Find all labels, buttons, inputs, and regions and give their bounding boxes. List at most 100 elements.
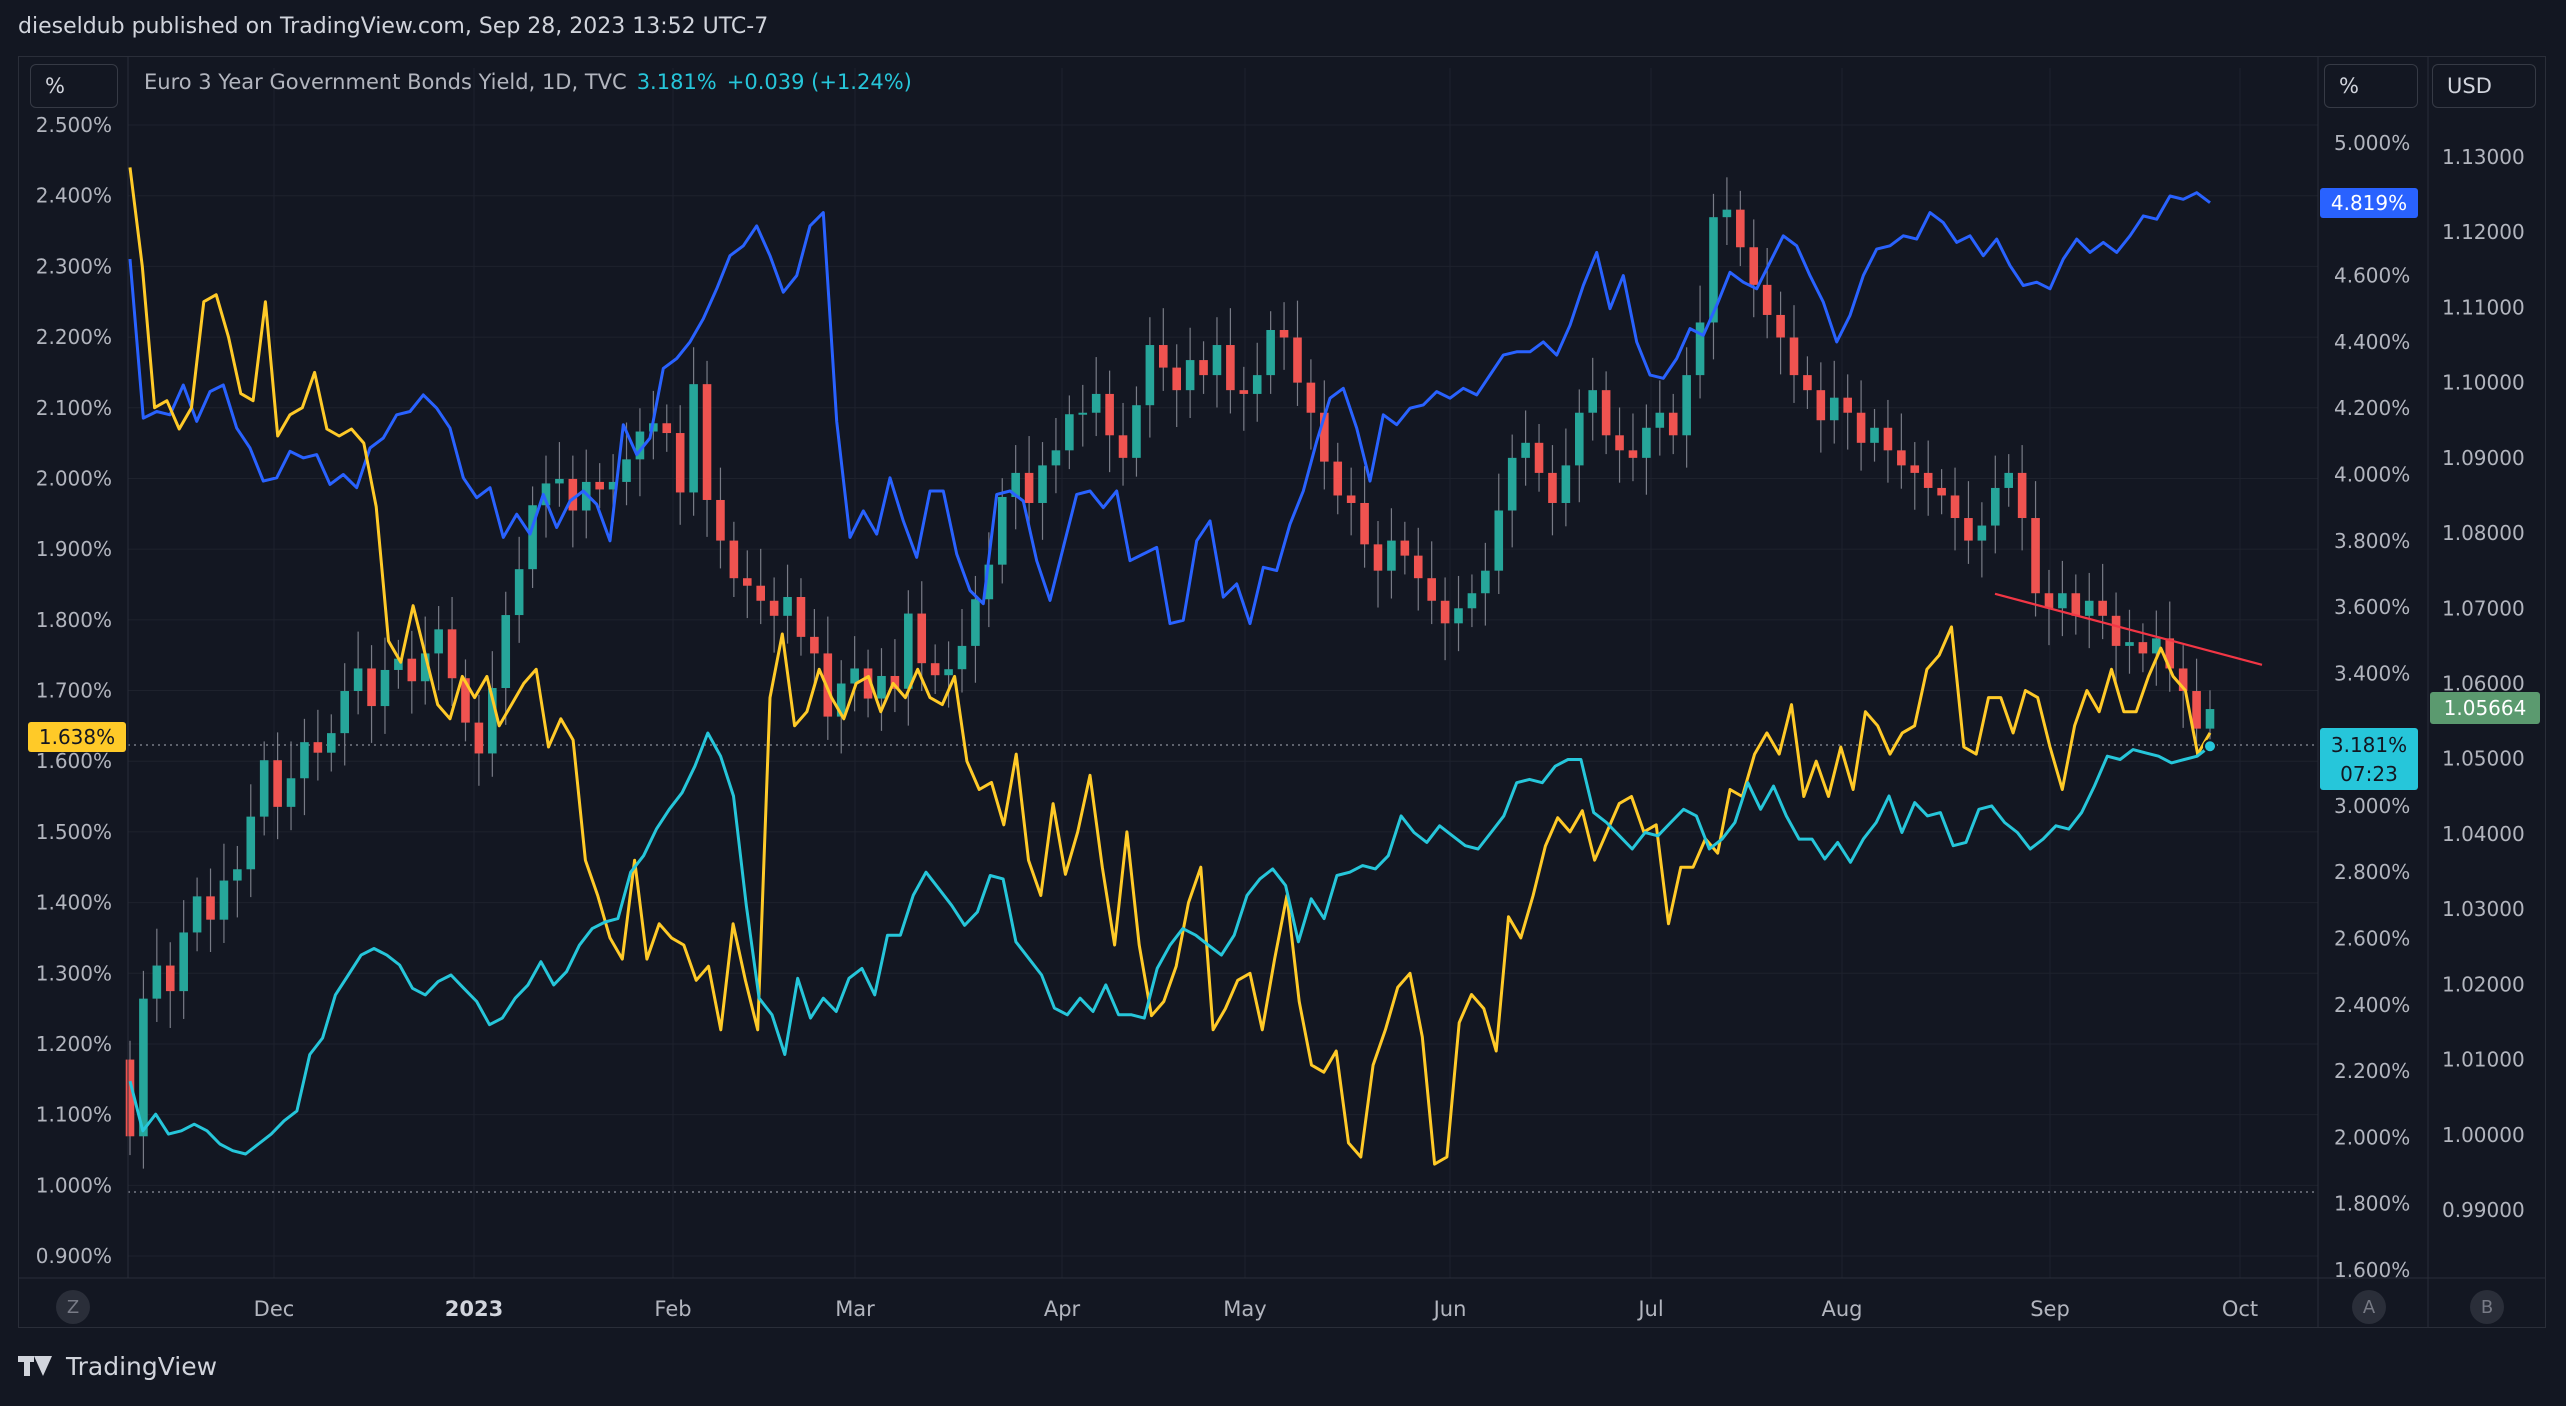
candle-body [1333, 461, 1343, 496]
left-tick-label: 2.500% [36, 113, 112, 137]
candle [1038, 442, 1047, 540]
candle [1937, 469, 1946, 515]
candle-body [1132, 405, 1141, 458]
candle-body [1279, 329, 1289, 338]
auto-scale-button[interactable]: A [2352, 1290, 2386, 1324]
left-tick-label: 1.100% [36, 1103, 112, 1127]
candle [1346, 467, 1356, 536]
candle [1829, 360, 1839, 444]
footer-brand[interactable]: TradingView [18, 1352, 217, 1381]
candle-body [1722, 209, 1732, 218]
candle-body [1481, 570, 1490, 594]
candle-body [1776, 314, 1785, 338]
candle [675, 405, 685, 525]
footer-brand-text: TradingView [66, 1352, 218, 1381]
candle [1306, 359, 1316, 450]
right-pct-tick-label: 4.200% [2334, 396, 2410, 420]
candle-body [568, 478, 578, 511]
candle [246, 784, 256, 898]
candle-body [957, 645, 967, 670]
candle [1494, 473, 1504, 594]
candle-body [259, 760, 269, 817]
candle-body [1212, 345, 1222, 376]
candle-body [635, 431, 645, 460]
candle-body [353, 668, 363, 692]
candle [1950, 467, 1960, 551]
candle-body [1829, 397, 1839, 421]
candle [353, 631, 363, 715]
candle-body [1749, 247, 1759, 285]
zoom-reset-button[interactable]: Z [56, 1290, 90, 1324]
candle-body [1601, 390, 1611, 436]
candle-body [890, 675, 900, 689]
cyan-price-tag [2320, 728, 2418, 790]
candle [1373, 521, 1383, 608]
candle-body [1682, 375, 1691, 436]
candle [1454, 575, 1463, 652]
candle-body [2004, 472, 2014, 488]
candle-body [1856, 412, 1866, 443]
candle-body [233, 869, 242, 881]
candle-body [1534, 442, 1544, 473]
right-usd-unit-button[interactable]: USD [2432, 64, 2536, 108]
chart-legend: Euro 3 Year Government Bonds Yield, 1D, … [144, 70, 912, 94]
candle-body [1078, 412, 1088, 415]
right-usd-tick-label: 1.04000 [2442, 822, 2525, 846]
cyan-price-tag-countdown: 07:23 [2340, 762, 2398, 786]
candle [488, 651, 497, 777]
candle-body [1440, 600, 1450, 624]
candle [1239, 366, 1249, 431]
candle [2058, 560, 2067, 637]
candle-body [2138, 642, 2148, 654]
candle-body [729, 540, 739, 579]
candle [836, 660, 846, 754]
x-tick-label: Feb [654, 1297, 691, 1321]
candle-body [434, 629, 443, 654]
candle [568, 455, 578, 548]
candle [1762, 248, 1772, 339]
left-price-tag [28, 722, 126, 752]
left-unit-button[interactable]: % [30, 64, 118, 108]
right-pct-tick-label: 4.000% [2334, 462, 2410, 486]
candle [1118, 402, 1128, 486]
right-usd-tick-label: 1.10000 [2442, 371, 2525, 395]
candle-body [1011, 472, 1020, 497]
candle-body [810, 636, 819, 654]
candle-body [1655, 412, 1665, 428]
candle [1574, 389, 1584, 503]
candle [259, 741, 269, 836]
candle-body [1118, 435, 1128, 458]
candle-body [971, 599, 980, 646]
candle [514, 536, 524, 643]
candle [595, 463, 604, 509]
candle-body [850, 668, 859, 684]
candle-body [1870, 427, 1879, 443]
candle-body [823, 653, 833, 717]
right-usd-tick-label: 1.06000 [2442, 672, 2525, 696]
candle-body [555, 478, 564, 484]
candle-body [1615, 435, 1624, 451]
candle [1561, 428, 1571, 527]
right-pct-tick-label: 4.400% [2334, 330, 2410, 354]
left-tick-label: 1.300% [36, 961, 112, 985]
b-scale-button[interactable]: B [2470, 1290, 2504, 1324]
candle [528, 486, 537, 588]
candle [1776, 291, 1785, 375]
candle-body [1628, 450, 1638, 458]
left-tick-label: 1.400% [36, 891, 112, 915]
x-tick-label: 2023 [445, 1297, 503, 1321]
right-pct-unit-button[interactable]: % [2324, 64, 2418, 108]
left-tick-label: 2.100% [36, 396, 112, 420]
candle [1091, 357, 1101, 437]
candle-body [394, 658, 403, 670]
candle [233, 845, 242, 918]
candle [1212, 317, 1222, 408]
usd-price-tag [2430, 692, 2540, 724]
candle-body [1642, 427, 1651, 458]
candle [1615, 407, 1624, 483]
candle-body [1803, 375, 1812, 391]
candle-body [1937, 487, 1946, 496]
candle [1977, 502, 1987, 578]
left-price-tag-text: 1.638% [39, 725, 115, 749]
